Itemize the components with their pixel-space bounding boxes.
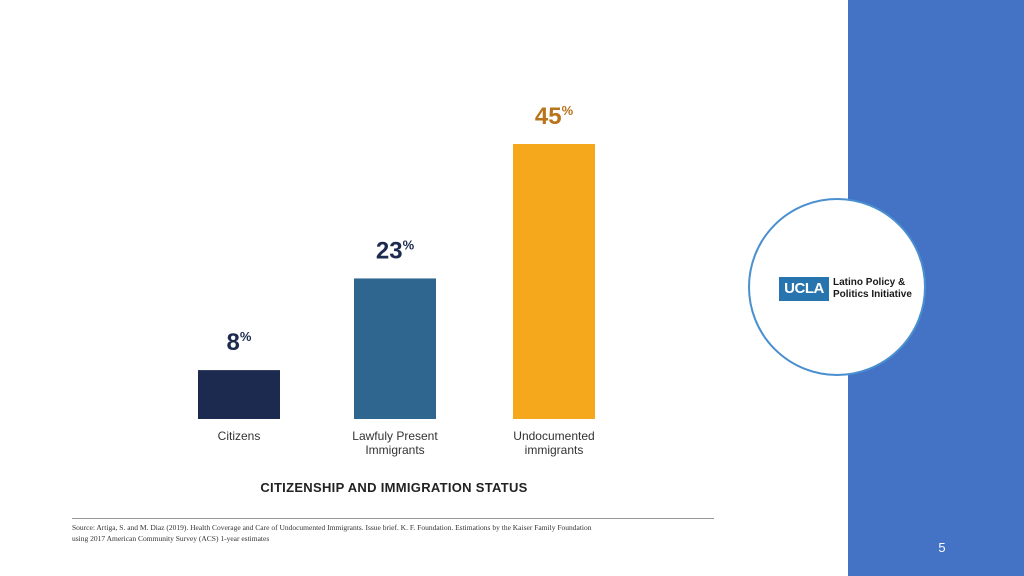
logo-circle bbox=[748, 198, 926, 376]
initiative-name-line2: Politics Initiative bbox=[833, 289, 912, 300]
bar-1 bbox=[354, 278, 436, 419]
bar-0 bbox=[198, 370, 280, 419]
source-line-2: using 2017 American Community Survey (AC… bbox=[72, 534, 270, 543]
chart-axis-label: CITIZENSHIP AND IMMIGRATION STATUS bbox=[260, 480, 527, 495]
bar-chart: 8% 23% 45% Citizens Lawfuly PresentImmigran… bbox=[198, 103, 595, 495]
initiative-name: Latino Policy & Politics Initiative bbox=[833, 277, 923, 301]
page-number: 5 bbox=[938, 540, 946, 555]
value-label-1: 23% bbox=[376, 237, 415, 264]
ucla-logo: UCLA bbox=[779, 277, 829, 301]
value-label-0: 8% bbox=[227, 329, 252, 356]
value-label-2: 45% bbox=[535, 103, 574, 130]
category-label-1-0: Lawfuly Present bbox=[352, 429, 438, 443]
source-note: Source: Artiga, S. and M. Diaz (2019). H… bbox=[72, 522, 722, 544]
category-label-0-0: Citizens bbox=[218, 429, 261, 443]
initiative-name-line1: Latino Policy & bbox=[833, 277, 906, 288]
source-line-1: Source: Artiga, S. and M. Diaz (2019). H… bbox=[72, 523, 592, 532]
category-label-2-0: Undocumented bbox=[513, 429, 594, 443]
source-divider bbox=[72, 518, 714, 519]
category-label-1-1: Immigrants bbox=[365, 443, 424, 457]
bar-2 bbox=[513, 144, 595, 419]
category-label-2-1: immigrants bbox=[525, 443, 584, 457]
